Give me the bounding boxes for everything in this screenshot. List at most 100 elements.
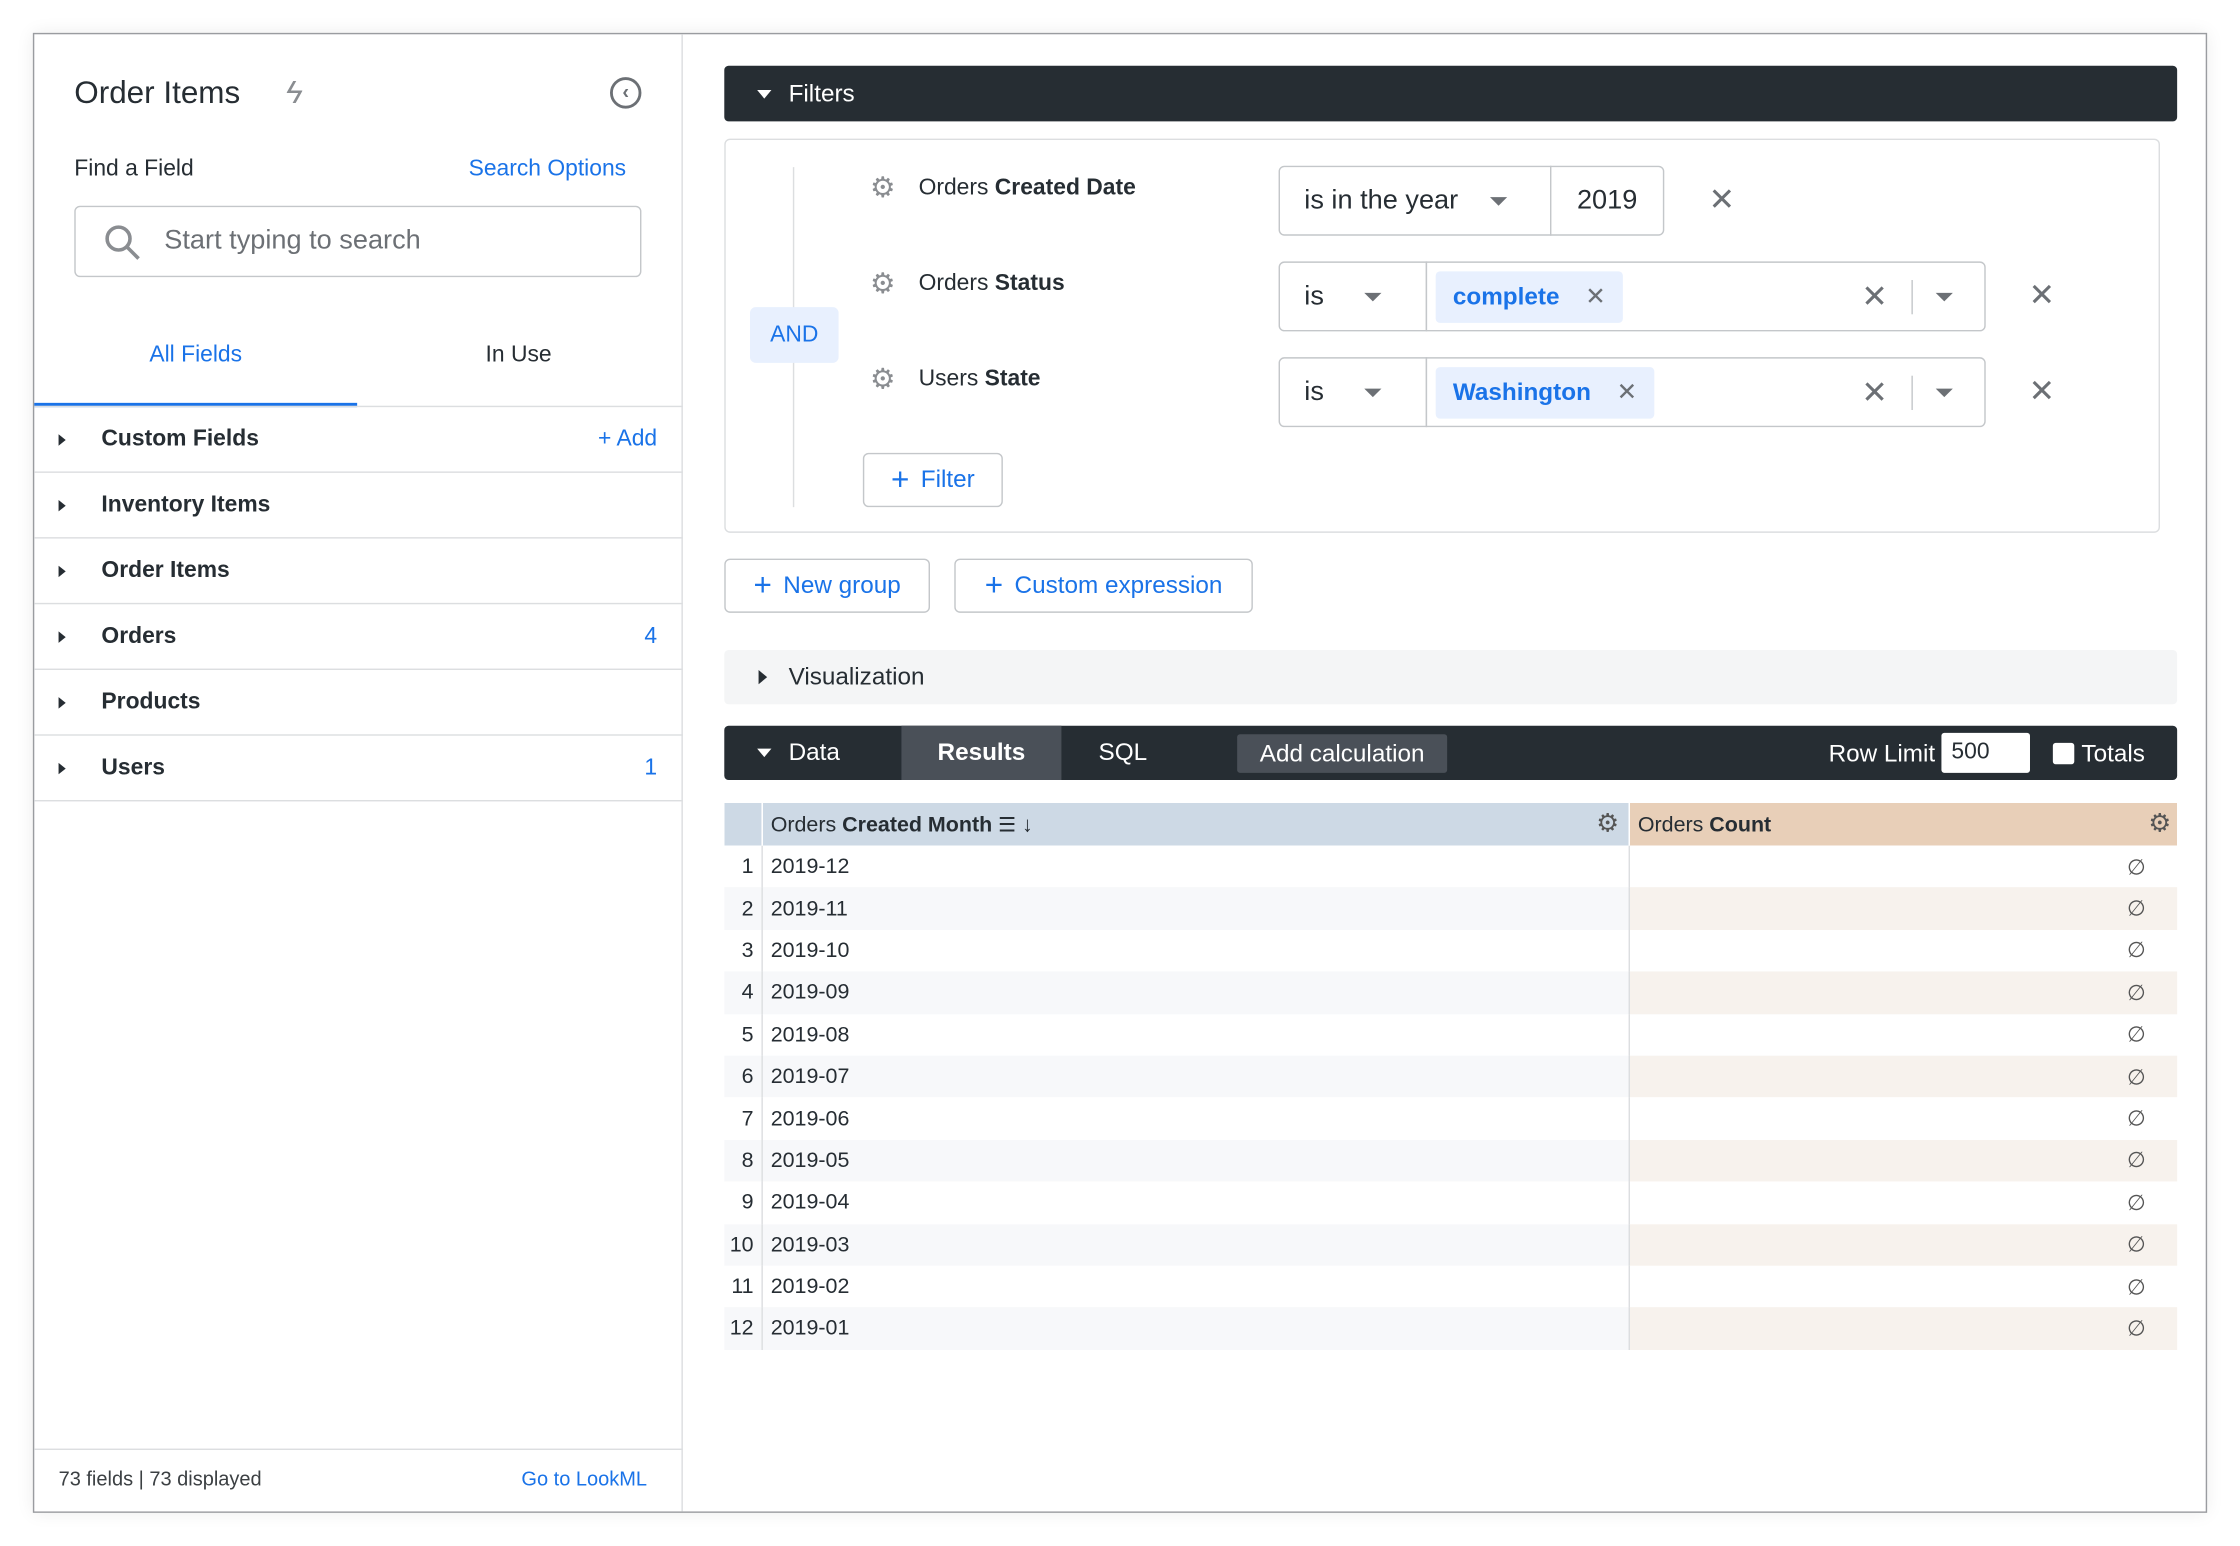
field-name: Status bbox=[994, 271, 1065, 296]
remove-chip-icon[interactable]: ✕ bbox=[1616, 377, 1637, 405]
chevron-down-icon bbox=[1489, 196, 1507, 205]
collapse-caret-icon bbox=[757, 89, 772, 98]
add-filter-button[interactable]: + Filter bbox=[862, 452, 1003, 508]
table-row: 10 2019-03 ∅ bbox=[724, 1223, 2178, 1266]
count-cell[interactable]: ∅ bbox=[2127, 1023, 2146, 1048]
tab-results[interactable]: Results bbox=[901, 725, 1062, 780]
row-index: 11 bbox=[724, 1265, 763, 1308]
results-table: Orders Created Month ☰ ↓ ⚙ Orders Count … bbox=[724, 802, 2178, 1350]
count-cell[interactable]: ∅ bbox=[1628, 1223, 2178, 1266]
month-cell[interactable]: 2019-12 bbox=[761, 845, 1630, 888]
remove-filter-icon[interactable]: ✕ bbox=[2028, 372, 2055, 409]
count-cell[interactable]: ∅ bbox=[1628, 1055, 2178, 1098]
tab-all-fields[interactable]: All Fields bbox=[149, 342, 243, 368]
row-index: 3 bbox=[724, 929, 763, 972]
row-index: 5 bbox=[724, 1013, 763, 1056]
count-cell[interactable]: ∅ bbox=[2127, 939, 2146, 964]
month-cell[interactable]: 2019-09 bbox=[761, 971, 1630, 1014]
chevron-down-icon[interactable] bbox=[1935, 292, 1953, 302]
value-multiselect[interactable]: Washington ✕ ✕ bbox=[1425, 357, 1986, 428]
year-input[interactable]: 2019 bbox=[1549, 165, 1665, 236]
plus-icon: + bbox=[984, 567, 1004, 603]
month-cell[interactable]: 2019-11 bbox=[761, 887, 1630, 930]
count-cell[interactable]: ∅ bbox=[1628, 971, 2178, 1014]
gear-icon[interactable]: ⚙ bbox=[2148, 808, 2172, 838]
month-cell[interactable]: 2019-03 bbox=[761, 1223, 1630, 1266]
field-group-users[interactable]: Users 1 bbox=[34, 736, 683, 802]
count-cell[interactable]: ∅ bbox=[1628, 1139, 2178, 1182]
value-multiselect[interactable]: complete ✕ ✕ bbox=[1425, 261, 1986, 332]
count-cell[interactable]: ∅ bbox=[2127, 1107, 2146, 1132]
gear-icon[interactable]: ⚙ bbox=[869, 364, 896, 396]
measure-header[interactable]: Orders Count ⚙ bbox=[1628, 802, 2178, 846]
count-cell[interactable]: ∅ bbox=[1628, 1307, 2178, 1350]
count-cell[interactable]: ∅ bbox=[2127, 855, 2146, 880]
add-calculation-button[interactable]: Add calculation bbox=[1237, 734, 1448, 773]
table-row: 11 2019-02 ∅ bbox=[724, 1265, 2177, 1308]
month-cell[interactable]: 2019-05 bbox=[761, 1139, 1630, 1182]
table-row: 9 2019-04 ∅ bbox=[724, 1181, 2177, 1224]
gear-icon[interactable]: ⚙ bbox=[869, 172, 896, 205]
custom-expression-button[interactable]: + Custom expression bbox=[954, 558, 1253, 613]
active-tab-indicator bbox=[34, 402, 358, 408]
sort-descending-icon[interactable]: ↓ bbox=[1022, 812, 1033, 837]
dimension-header[interactable]: Orders Created Month ☰ ↓ ⚙ bbox=[761, 802, 1630, 846]
table-row: 3 2019-10 ∅ bbox=[724, 929, 2177, 972]
gear-icon[interactable]: ⚙ bbox=[1596, 808, 1620, 838]
clear-values-icon[interactable]: ✕ bbox=[1861, 278, 1888, 315]
data-section-header: Data Results SQL Add calculation Row Lim… bbox=[724, 725, 2178, 780]
month-cell[interactable]: 2019-04 bbox=[761, 1181, 1630, 1224]
clear-values-icon[interactable]: ✕ bbox=[1861, 374, 1888, 410]
chevron-down-icon bbox=[1363, 292, 1382, 301]
remove-filter-icon[interactable]: ✕ bbox=[1708, 181, 1735, 218]
field-group-custom-fields[interactable]: Custom Fields + Add bbox=[34, 407, 683, 473]
field-group-label: Order Items bbox=[101, 557, 230, 583]
chevron-down-icon bbox=[1363, 387, 1382, 397]
remove-chip-icon[interactable]: ✕ bbox=[1585, 282, 1606, 310]
lightning-bolt-icon[interactable]: ϟ bbox=[285, 74, 303, 110]
month-cell[interactable]: 2019-01 bbox=[761, 1307, 1630, 1350]
totals-label: Totals bbox=[2081, 739, 2145, 768]
gear-icon[interactable]: ⚙ bbox=[869, 268, 896, 300]
tab-sql[interactable]: SQL bbox=[1098, 738, 1148, 766]
button-label: Filter bbox=[920, 465, 975, 493]
visualization-section-header[interactable]: Visualization bbox=[724, 649, 2178, 705]
search-options-link[interactable]: Search Options bbox=[468, 157, 627, 182]
count-cell[interactable]: ∅ bbox=[2127, 1191, 2146, 1216]
add-custom-field-button[interactable]: + Add bbox=[598, 426, 658, 451]
field-group-label: Products bbox=[101, 689, 201, 714]
field-group-inventory-items[interactable]: Inventory Items bbox=[34, 473, 683, 539]
field-search-input[interactable]: Start typing to search bbox=[74, 205, 642, 278]
field-picker-sidebar: Order Items ϟ ‹ Find a Field Search Opti… bbox=[34, 34, 683, 1512]
month-cell[interactable]: 2019-10 bbox=[761, 929, 1630, 972]
operator-select[interactable]: is bbox=[1278, 357, 1428, 428]
field-group-orders[interactable]: Orders 4 bbox=[34, 604, 683, 670]
and-logic-toggle[interactable]: AND bbox=[749, 307, 839, 363]
count-cell[interactable]: ∅ bbox=[2127, 1275, 2146, 1300]
operator-select[interactable]: is bbox=[1278, 261, 1428, 332]
month-cell[interactable]: 2019-08 bbox=[761, 1013, 1630, 1056]
row-limit-label: Row Limit bbox=[1828, 739, 1936, 768]
month-cell[interactable]: 2019-02 bbox=[761, 1265, 1630, 1308]
operator-select[interactable]: is in the year bbox=[1278, 165, 1552, 236]
data-collapse-toggle[interactable]: Data bbox=[724, 726, 901, 780]
table-row: 4 2019-09 ∅ bbox=[724, 971, 2178, 1014]
new-group-button[interactable]: + New group bbox=[724, 558, 930, 613]
pivot-icon[interactable]: ☰ bbox=[998, 812, 1017, 835]
tab-in-use[interactable]: In Use bbox=[485, 342, 552, 368]
row-limit-input[interactable]: 500 bbox=[1941, 732, 2030, 773]
filters-section-header[interactable]: Filters bbox=[724, 65, 2178, 122]
count-cell[interactable]: ∅ bbox=[1628, 887, 2178, 930]
field-group-order-items[interactable]: Order Items bbox=[34, 539, 683, 605]
month-cell[interactable]: 2019-07 bbox=[761, 1055, 1630, 1098]
visualization-title: Visualization bbox=[788, 662, 925, 690]
field-name: State bbox=[984, 367, 1041, 392]
field-group-products[interactable]: Products bbox=[34, 670, 683, 736]
go-to-lookml-link[interactable]: Go to LookML bbox=[521, 1467, 648, 1490]
remove-filter-icon[interactable]: ✕ bbox=[2028, 277, 2055, 313]
plus-icon: + bbox=[753, 567, 772, 603]
collapse-sidebar-icon[interactable]: ‹ bbox=[609, 77, 642, 109]
month-cell[interactable]: 2019-06 bbox=[761, 1097, 1630, 1140]
chevron-down-icon[interactable] bbox=[1935, 388, 1953, 398]
totals-checkbox[interactable] bbox=[2052, 742, 2075, 765]
